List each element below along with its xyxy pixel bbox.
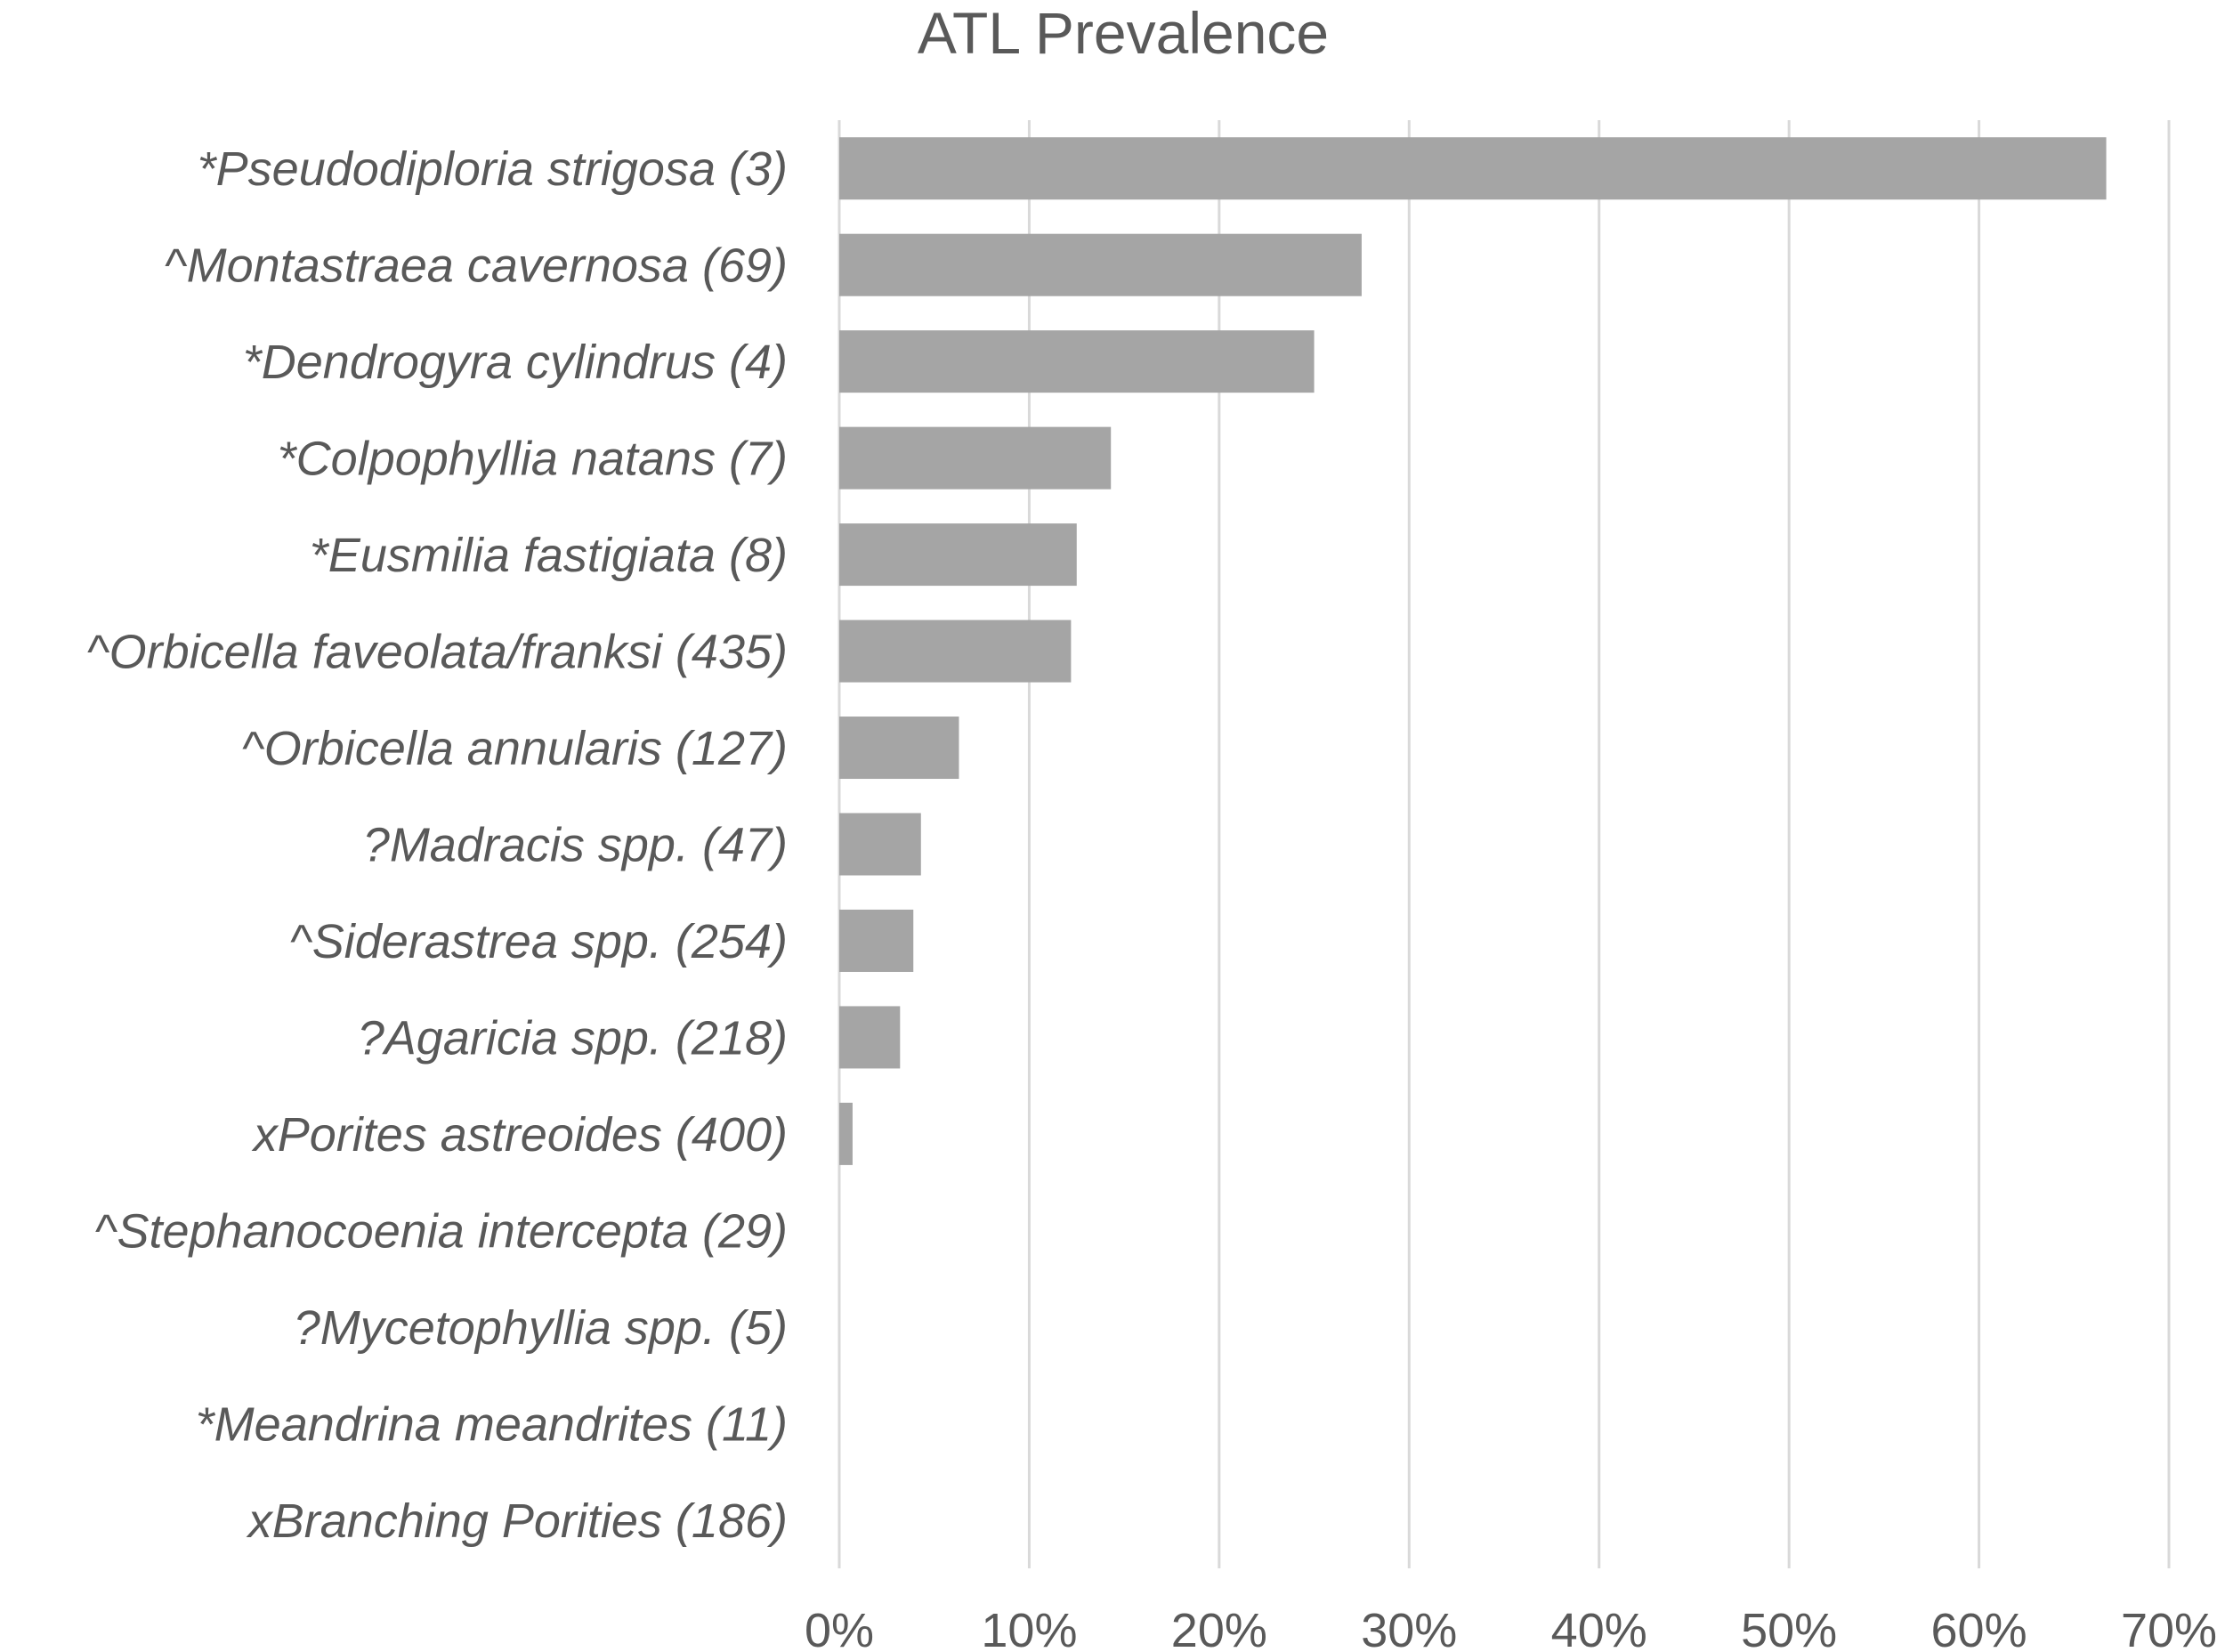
x-tick-label: 50% [1741,1604,1837,1652]
category-label: *Pseudodiploria strigosa (3) [198,142,788,196]
category-label: ^Siderastrea spp. (254) [289,915,788,968]
bar [839,1006,901,1069]
x-tick-label: 70% [2121,1604,2217,1652]
category-labels: *Pseudodiploria strigosa (3) ^Montastraea… [86,142,788,1548]
bar [839,620,1072,683]
bar [839,1102,853,1165]
bar [839,137,2107,200]
x-tick-label: 20% [1171,1604,1267,1652]
bar [839,330,1315,393]
x-tick-label: 0% [805,1604,874,1652]
bars [839,137,2107,1165]
category-label: *Eusmilia fastigiata (8) [310,529,788,582]
category-label: *Meandrina meandrites (11) [196,1397,788,1451]
x-tick-label: 10% [981,1604,1077,1652]
x-tick-label: 60% [1931,1604,2027,1652]
x-tick-label: 40% [1551,1604,1647,1652]
bar [839,523,1077,587]
category-label: ?Madracis spp. (47) [363,819,788,872]
bar [839,426,1112,490]
category-label: ^Orbicella faveolata/franksi (435) [86,626,788,679]
bar [839,909,914,972]
bar [839,813,921,876]
x-axis-tick-labels: 0% 10% 20% 30% 40% 50% 60% 70% [805,1604,2217,1652]
category-label: xPorites astreoides (400) [251,1108,788,1162]
category-label: ^Stephanocoenia intercepta (29) [94,1204,788,1258]
category-label: *Dendrogyra cylindrus (4) [243,336,788,389]
category-label: ^Orbicella annularis (127) [241,722,788,775]
category-label: ?Agaricia spp. (218) [358,1011,788,1065]
bar [839,717,959,780]
category-label: *Colpophyllia natans (7) [278,433,788,486]
chart-title: ATL Prevalence [918,0,1329,66]
bar [839,233,1362,296]
category-label: xBranching Porities (186) [246,1494,788,1548]
x-tick-label: 30% [1361,1604,1457,1652]
category-label: ^Montastraea cavernosa (69) [164,239,788,293]
category-label: ?Mycetophyllia spp. (5) [294,1301,788,1355]
